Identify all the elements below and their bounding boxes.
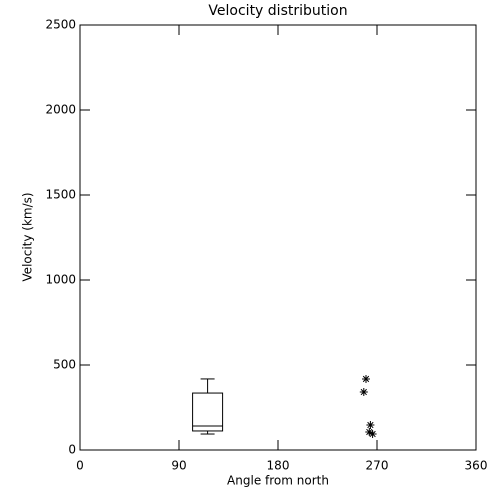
x-tick-label: 0 bbox=[76, 459, 84, 473]
point bbox=[366, 421, 375, 430]
y-tick-label: 0 bbox=[68, 443, 76, 457]
point bbox=[365, 427, 374, 436]
x-tick-label: 360 bbox=[465, 459, 488, 473]
chart-title: Velocity distribution bbox=[208, 3, 347, 19]
point bbox=[362, 374, 370, 383]
y-tick-label: 2500 bbox=[45, 18, 76, 32]
x-tick-label: 90 bbox=[171, 459, 186, 473]
point bbox=[368, 430, 377, 439]
x-tick-label: 270 bbox=[366, 459, 389, 473]
x-tick-label: 180 bbox=[267, 459, 290, 473]
y-tick-label: 2000 bbox=[45, 103, 76, 117]
plot-frame bbox=[79, 24, 477, 451]
x-axis-label: Angle from north bbox=[227, 474, 329, 488]
y-axis-label: Velocity (km/s) bbox=[21, 192, 35, 281]
box bbox=[192, 392, 224, 432]
point bbox=[359, 388, 368, 397]
y-tick-label: 1000 bbox=[45, 273, 76, 287]
y-tick-label: 500 bbox=[53, 358, 76, 372]
y-tick-label: 1500 bbox=[45, 188, 76, 202]
